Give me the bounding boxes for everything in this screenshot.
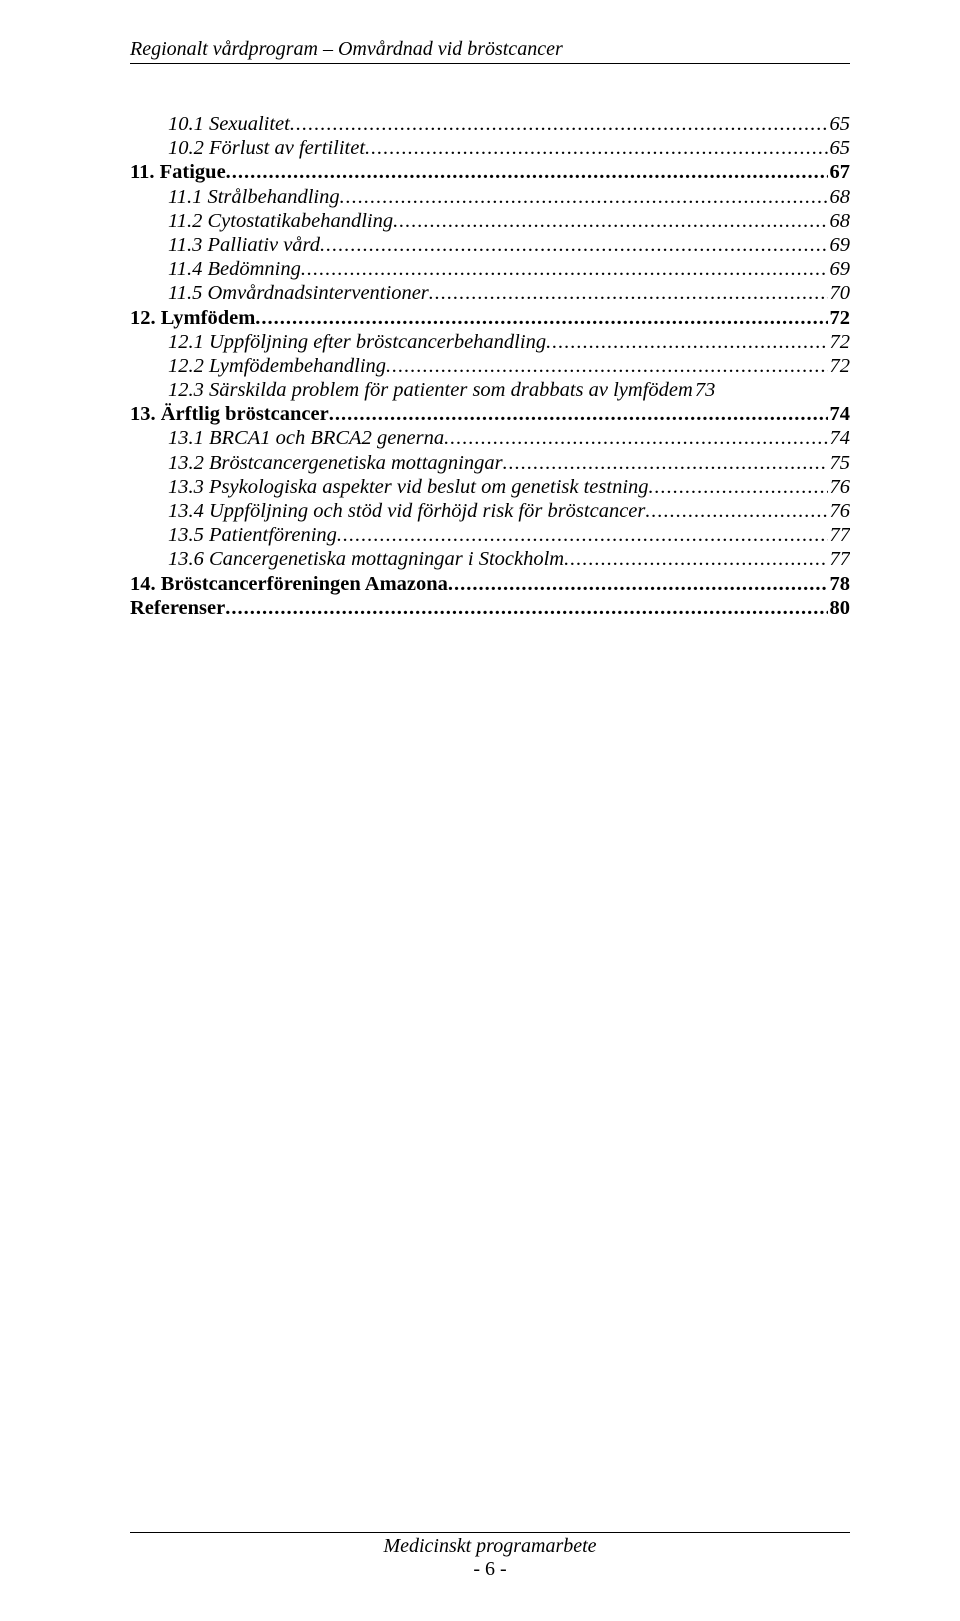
toc-entry-page: 72: [828, 354, 851, 378]
toc-entry-page: 73: [693, 378, 716, 402]
toc-entry-label: 14. Bröstcancerföreningen Amazona: [130, 572, 448, 596]
toc-entry-label: 13.6 Cancergenetiska mottagningar i Stoc…: [168, 547, 564, 571]
toc-entry-label: 11.4 Bedömning: [168, 257, 301, 281]
page-header: Regionalt vårdprogram – Omvårdnad vid br…: [130, 38, 850, 64]
toc-entry-page: 77: [828, 523, 851, 547]
toc-entry: 13.4 Uppföljning och stöd vid förhöjd ri…: [130, 499, 850, 523]
toc-entry: 11.5 Omvårdnadsinterventioner 70: [130, 281, 850, 305]
footer-title: Medicinskt programarbete: [130, 1532, 850, 1558]
toc-entry-leader: [448, 572, 828, 596]
toc-entry-leader: [320, 233, 827, 257]
toc-entry-label: 13.2 Bröstcancergenetiska mottagningar: [168, 451, 503, 475]
toc-entry-label: 13.1 BRCA1 och BRCA2 generna: [168, 426, 444, 450]
toc-entry: 12.1 Uppföljning efter bröstcancerbehand…: [130, 330, 850, 354]
toc-entry-page: 70: [828, 281, 851, 305]
toc-entry-label: Referenser: [130, 596, 225, 620]
toc-entry-leader: [225, 596, 827, 620]
toc-entry: 13.1 BRCA1 och BRCA2 generna 74: [130, 426, 850, 450]
toc-entry-page: 69: [828, 257, 851, 281]
toc-entry-label: 13.4 Uppföljning och stöd vid förhöjd ri…: [168, 499, 645, 523]
toc-entry-leader: [564, 547, 827, 571]
toc-entry-page: 74: [828, 426, 851, 450]
toc-entry: 12. Lymfödem 72: [130, 306, 850, 330]
toc-entry: 13.5 Patientförening 77: [130, 523, 850, 547]
toc-entry: 11.4 Bedömning 69: [130, 257, 850, 281]
toc-entry-label: 11.3 Palliativ vård: [168, 233, 320, 257]
toc-entry-label: 11.2 Cytostatikabehandling: [168, 209, 393, 233]
toc-entry-page: 65: [828, 136, 851, 160]
toc-entry-leader: [645, 499, 827, 523]
table-of-contents: 10.1 Sexualitet6510.2 Förlust av fertili…: [130, 112, 850, 620]
toc-entry-leader: [393, 209, 827, 233]
toc-entry-leader: [226, 160, 828, 184]
toc-entry: 11.3 Palliativ vård 69: [130, 233, 850, 257]
toc-entry: 14. Bröstcancerföreningen Amazona 78: [130, 572, 850, 596]
toc-entry-leader: [337, 523, 828, 547]
toc-entry-page: 65: [828, 112, 851, 136]
toc-entry-page: 76: [828, 475, 851, 499]
toc-entry-page: 68: [828, 209, 851, 233]
toc-entry: 11.2 Cytostatikabehandling 68: [130, 209, 850, 233]
footer-page-number: - 6 -: [130, 1558, 850, 1581]
toc-entry-label: 10.2 Förlust av fertilitet: [168, 136, 365, 160]
document-page: Regionalt vårdprogram – Omvårdnad vid br…: [0, 0, 960, 1621]
toc-entry-page: 74: [828, 402, 851, 426]
toc-entry: 13.6 Cancergenetiska mottagningar i Stoc…: [130, 547, 850, 571]
toc-entry-page: 76: [828, 499, 851, 523]
toc-entry-page: 72: [828, 330, 851, 354]
toc-entry-page: 78: [828, 572, 851, 596]
toc-entry-leader: [444, 426, 827, 450]
toc-entry-label: 13.5 Patientförening: [168, 523, 337, 547]
toc-entry-label: 12. Lymfödem: [130, 306, 255, 330]
toc-entry: 12.3 Särskilda problem för patienter som…: [130, 378, 850, 402]
toc-entry-page: 68: [828, 185, 851, 209]
toc-entry-label: 12.3 Särskilda problem för patienter som…: [168, 378, 693, 402]
toc-entry: 12.2 Lymfödembehandling 72: [130, 354, 850, 378]
toc-entry-label: 11.5 Omvårdnadsinterventioner: [168, 281, 429, 305]
toc-entry: Referenser 80: [130, 596, 850, 620]
toc-entry: 11. Fatigue 67: [130, 160, 850, 184]
toc-entry-leader: [365, 136, 827, 160]
toc-entry-leader: [301, 257, 828, 281]
page-footer: Medicinskt programarbete - 6 -: [130, 1532, 850, 1581]
toc-entry: 13.3 Psykologiska aspekter vid beslut om…: [130, 475, 850, 499]
toc-entry: 10.2 Förlust av fertilitet 65: [130, 136, 850, 160]
toc-entry-label: 13.3 Psykologiska aspekter vid beslut om…: [168, 475, 649, 499]
toc-entry-leader: [329, 402, 828, 426]
toc-entry-page: 69: [828, 233, 851, 257]
toc-entry-leader: [546, 330, 827, 354]
toc-entry-page: 72: [828, 306, 851, 330]
toc-entry-label: 11. Fatigue: [130, 160, 226, 184]
toc-entry: 13. Ärftlig bröstcancer 74: [130, 402, 850, 426]
toc-entry-page: 75: [828, 451, 851, 475]
toc-entry-label: 11.1 Strålbehandling: [168, 185, 340, 209]
toc-entry-leader: [649, 475, 828, 499]
toc-entry-page: 80: [828, 596, 851, 620]
toc-entry-label: 10.1 Sexualitet: [168, 112, 290, 136]
toc-entry-leader: [340, 185, 828, 209]
toc-entry-label: 12.1 Uppföljning efter bröstcancerbehand…: [168, 330, 546, 354]
toc-entry-page: 77: [828, 547, 851, 571]
toc-entry-leader: [290, 112, 828, 136]
toc-entry-label: 12.2 Lymfödembehandling: [168, 354, 386, 378]
toc-entry-leader: [255, 306, 827, 330]
toc-entry: 13.2 Bröstcancergenetiska mottagningar 75: [130, 451, 850, 475]
toc-entry-leader: [429, 281, 828, 305]
toc-entry: 10.1 Sexualitet 65: [130, 112, 850, 136]
toc-entry: 11.1 Strålbehandling 68: [130, 185, 850, 209]
toc-entry-label: 13. Ärftlig bröstcancer: [130, 402, 329, 426]
toc-entry-leader: [503, 451, 828, 475]
toc-entry-leader: [386, 354, 827, 378]
toc-entry-page: 67: [828, 160, 851, 184]
